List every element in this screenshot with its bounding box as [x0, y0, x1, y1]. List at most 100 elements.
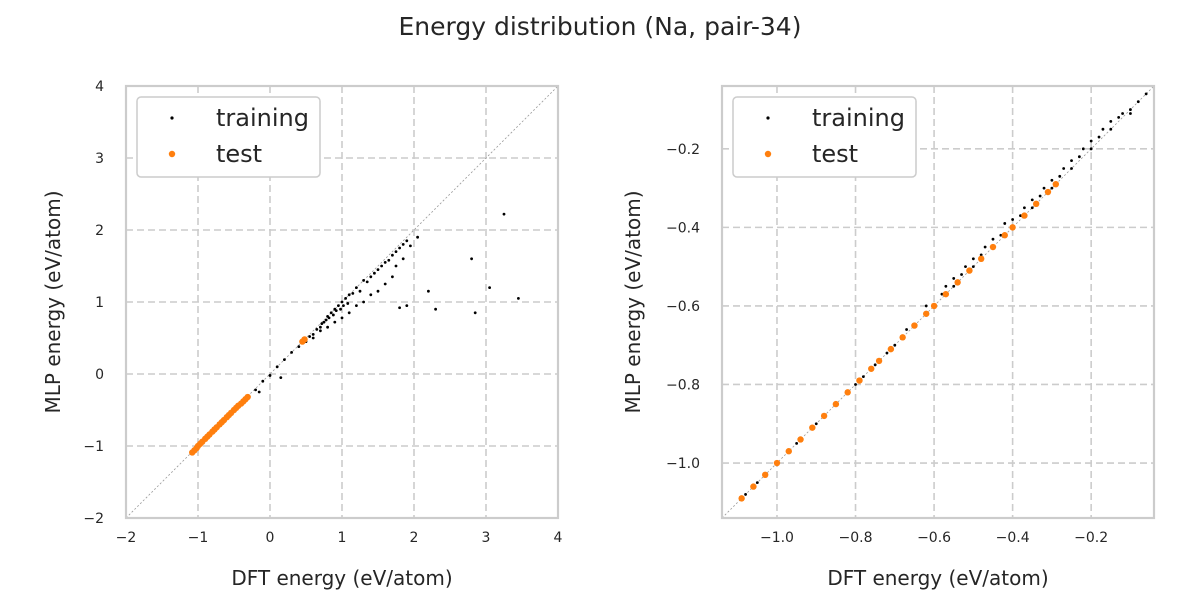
- training-point: [358, 289, 362, 293]
- training-point: [1117, 116, 1121, 119]
- training-point: [991, 237, 995, 241]
- training-point: [434, 307, 437, 311]
- training-point: [327, 316, 331, 320]
- x-tick-label: −1: [188, 530, 209, 546]
- training-point: [517, 297, 520, 300]
- test-point: [966, 267, 973, 274]
- training-point: [1030, 206, 1034, 210]
- training-point: [376, 289, 380, 293]
- test-point: [1044, 188, 1052, 196]
- training-point: [1089, 147, 1093, 151]
- training-point: [1050, 178, 1054, 182]
- training-point: [290, 351, 293, 354]
- test-point: [762, 471, 769, 478]
- legend-marker-test: [764, 150, 772, 158]
- training-point: [1030, 198, 1034, 202]
- legend-marker-test: [168, 150, 176, 158]
- training-point: [319, 329, 322, 333]
- x-tick-label: 2: [410, 530, 419, 546]
- training-point: [952, 277, 956, 280]
- training-point: [261, 379, 265, 383]
- training-point: [952, 284, 956, 288]
- training-point: [383, 282, 387, 286]
- training-point: [405, 304, 409, 307]
- test-point: [1021, 212, 1028, 219]
- training-point: [355, 286, 358, 289]
- training-point: [1077, 155, 1081, 159]
- training-point: [346, 302, 350, 305]
- x-axis-label: DFT energy (eV/atom): [231, 566, 452, 590]
- x-tick-label: 3: [482, 530, 491, 546]
- test-point: [930, 302, 938, 310]
- training-point: [1038, 194, 1042, 198]
- legend-marker-training: [170, 116, 174, 120]
- x-axis-label: DFT energy (eV/atom): [827, 566, 1048, 590]
- training-point: [347, 311, 351, 315]
- test-point: [785, 448, 792, 455]
- training-point: [275, 365, 279, 369]
- training-point: [979, 253, 983, 257]
- training-point: [1042, 186, 1046, 190]
- y-tick-label: −0.8: [666, 377, 700, 393]
- training-point: [1070, 159, 1073, 163]
- training-point: [268, 374, 272, 377]
- training-point: [405, 239, 409, 243]
- training-point: [940, 292, 944, 296]
- figure-title: Energy distribution (Na, pair-34): [399, 12, 802, 41]
- training-point: [1136, 100, 1140, 104]
- training-point: [1003, 222, 1007, 225]
- training-point: [322, 320, 326, 324]
- training-point: [1023, 206, 1026, 210]
- training-point: [344, 297, 347, 300]
- training-point: [369, 293, 373, 297]
- training-point: [347, 293, 351, 297]
- test-point: [301, 336, 308, 343]
- y-tick-label: −0.4: [666, 220, 700, 236]
- x-tick-label: −0.8: [839, 530, 873, 546]
- training-point: [355, 304, 358, 307]
- training-point: [369, 275, 373, 279]
- series-test: [738, 180, 1060, 502]
- test-point: [1032, 200, 1040, 208]
- training-point: [861, 375, 865, 379]
- training-point: [1129, 108, 1132, 111]
- y-tick-label: 1: [95, 295, 104, 311]
- y-tick-label: −1: [83, 439, 104, 455]
- training-point: [362, 300, 365, 304]
- x-tick-label: 4: [554, 530, 563, 546]
- y-tick-label: −0.6: [666, 299, 700, 315]
- x-tick-label: −0.6: [917, 530, 951, 546]
- training-point: [1050, 186, 1054, 190]
- training-point: [401, 257, 405, 261]
- training-point: [488, 286, 491, 289]
- training-point: [1081, 147, 1085, 151]
- training-point: [383, 261, 387, 264]
- test-point: [820, 412, 828, 420]
- y-axis-label: MLP energy (eV/atom): [41, 190, 65, 413]
- training-point: [340, 316, 344, 320]
- training-point: [416, 235, 419, 239]
- legend-label-test: test: [216, 140, 262, 168]
- test-point: [832, 400, 840, 408]
- legend: training test: [136, 96, 321, 178]
- training-point: [380, 264, 383, 268]
- training-point: [893, 343, 897, 347]
- training-point: [470, 257, 473, 261]
- test-point: [868, 365, 875, 372]
- training-point: [1109, 127, 1113, 131]
- test-point: [797, 436, 804, 443]
- training-point: [257, 390, 261, 394]
- test-point: [773, 459, 781, 467]
- identity-line: [721, 85, 1155, 519]
- test-point: [978, 255, 985, 262]
- test-point: [875, 357, 883, 365]
- test-point: [1052, 180, 1060, 188]
- training-point: [394, 250, 398, 254]
- test-point: [1001, 232, 1008, 239]
- training-point: [329, 311, 333, 315]
- training-point: [427, 289, 430, 293]
- training-point: [1089, 139, 1093, 143]
- training-point: [401, 243, 405, 246]
- legend-label-training: training: [216, 104, 309, 132]
- training-point: [254, 388, 257, 392]
